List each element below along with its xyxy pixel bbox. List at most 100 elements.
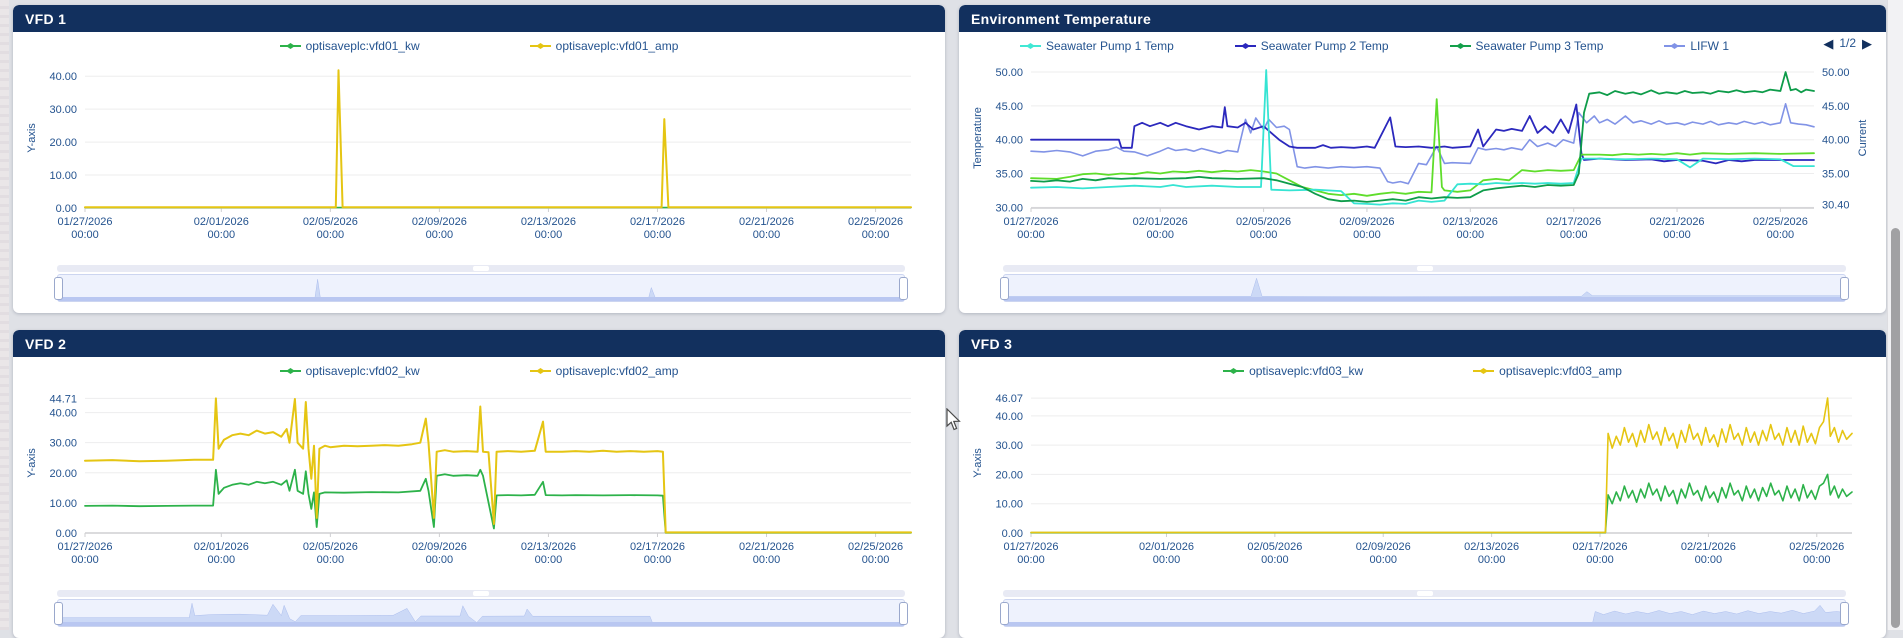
navigator-scrollbar[interactable] [1003, 265, 1846, 272]
svg-text:02/25/2026: 02/25/2026 [1753, 216, 1808, 228]
chart-vfd2: optisaveplc:vfd02_kw optisaveplc:vfd02_am… [13, 357, 945, 627]
panel-header-vfd3: VFD 3 [959, 330, 1886, 357]
svg-text:00:00: 00:00 [426, 554, 454, 566]
datazoom-slider[interactable] [1000, 599, 1849, 627]
page-vertical-scrollbar[interactable] [1887, 0, 1903, 630]
datazoom-navigator [54, 265, 908, 302]
legend-line-marker-icon [279, 43, 301, 49]
legend-line-marker-icon [1664, 43, 1686, 49]
datazoom-right-handle[interactable] [1840, 277, 1849, 300]
svg-text:00:00: 00:00 [753, 229, 781, 241]
svg-text:35.00: 35.00 [1822, 169, 1850, 181]
svg-text:02/09/2026: 02/09/2026 [1356, 541, 1411, 553]
legend-item[interactable]: optisaveplc:vfd03_amp [1473, 364, 1622, 378]
legend-prev-page-icon[interactable]: ◀ [1823, 35, 1834, 51]
svg-text:00:00: 00:00 [1695, 554, 1723, 566]
datazoom-selected-range-bar [1004, 297, 1845, 301]
svg-text:00:00: 00:00 [71, 229, 99, 241]
legend-line-marker-icon [1234, 43, 1256, 49]
legend-item[interactable]: optisaveplc:vfd03_kw [1223, 364, 1363, 378]
svg-text:0.00: 0.00 [56, 528, 77, 540]
legend-item[interactable]: Seawater Pump 1 Temp [1019, 39, 1174, 53]
datazoom-left-handle[interactable] [54, 277, 63, 300]
svg-text:00:00: 00:00 [1261, 554, 1289, 566]
svg-text:02/05/2026: 02/05/2026 [303, 541, 358, 553]
legend-line-marker-icon [279, 368, 301, 374]
svg-text:02/17/2026: 02/17/2026 [630, 541, 685, 553]
svg-text:02/13/2026: 02/13/2026 [521, 216, 576, 228]
legend-item[interactable]: optisaveplc:vfd02_kw [279, 364, 420, 378]
svg-text:00:00: 00:00 [1017, 554, 1045, 566]
datazoom-selected-range-bar [1004, 622, 1845, 626]
svg-text:00:00: 00:00 [862, 229, 890, 241]
navigator-scrollbar[interactable] [1003, 590, 1846, 597]
navigator-scrollbar-thumb[interactable] [1416, 591, 1433, 596]
legend-line-marker-icon [1449, 43, 1471, 49]
panel-header-vfd2: VFD 2 [13, 330, 945, 357]
svg-text:02/21/2026: 02/21/2026 [739, 541, 794, 553]
datazoom-right-handle[interactable] [899, 602, 908, 625]
navigator-scrollbar-thumb[interactable] [473, 266, 489, 271]
datazoom-left-handle[interactable] [54, 602, 63, 625]
panel-vfd3: VFD 3 optisaveplc:vfd03_kw optisaveplc:vf… [959, 330, 1886, 638]
datazoom-right-handle[interactable] [1840, 602, 1849, 625]
svg-text:00:00: 00:00 [1478, 554, 1506, 566]
datazoom-slider[interactable] [1000, 274, 1849, 302]
legend-item[interactable]: optisaveplc:vfd02_amp [529, 364, 678, 378]
datazoom-navigator [54, 590, 908, 627]
navigator-scrollbar-thumb[interactable] [473, 591, 489, 596]
legend-item[interactable]: optisaveplc:vfd01_amp [529, 39, 679, 53]
svg-text:00:00: 00:00 [426, 229, 454, 241]
legend-label: optisaveplc:vfd03_amp [1499, 364, 1622, 378]
legend-item[interactable]: LIFW 1 [1664, 39, 1729, 53]
svg-text:40.00: 40.00 [995, 135, 1023, 147]
svg-text:00:00: 00:00 [862, 554, 890, 566]
panel-header-environment-temperature: Environment Temperature [959, 5, 1886, 32]
legend-label: optisaveplc:vfd01_kw [305, 39, 420, 53]
svg-text:0.00: 0.00 [56, 203, 77, 215]
navigator-scrollbar[interactable] [57, 590, 905, 597]
svg-text:00:00: 00:00 [1353, 229, 1381, 241]
svg-text:02/13/2026: 02/13/2026 [521, 541, 576, 553]
legend-item[interactable]: Seawater Pump 3 Temp [1449, 39, 1604, 53]
svg-text:02/25/2026: 02/25/2026 [848, 541, 903, 553]
svg-text:02/13/2026: 02/13/2026 [1443, 216, 1498, 228]
datazoom-slider[interactable] [54, 599, 908, 627]
datazoom-selected-range-bar [58, 297, 904, 301]
svg-text:30.00: 30.00 [995, 440, 1023, 452]
legend-item[interactable]: Seawater Pump 2 Temp [1234, 39, 1389, 53]
svg-text:00:00: 00:00 [1560, 229, 1588, 241]
legend-item[interactable]: optisaveplc:vfd01_kw [279, 39, 420, 53]
svg-text:02/01/2026: 02/01/2026 [194, 541, 249, 553]
datazoom-left-handle[interactable] [1000, 277, 1009, 300]
panel-title: VFD 3 [971, 335, 1013, 352]
scrollbar-thumb[interactable] [1891, 228, 1900, 628]
svg-text:30.40: 30.40 [1822, 200, 1850, 212]
svg-text:02/21/2026: 02/21/2026 [1681, 541, 1736, 553]
svg-text:20.00: 20.00 [49, 137, 77, 149]
navigator-scrollbar-thumb[interactable] [1416, 266, 1433, 271]
svg-text:45.00: 45.00 [995, 101, 1023, 113]
legend-label: optisaveplc:vfd01_amp [555, 39, 679, 53]
legend-label: Seawater Pump 3 Temp [1475, 39, 1604, 53]
svg-text:00:00: 00:00 [1803, 554, 1831, 566]
svg-text:02/09/2026: 02/09/2026 [412, 216, 467, 228]
chart-vfd1: optisaveplc:vfd01_kw optisaveplc:vfd01_am… [13, 32, 945, 302]
svg-text:02/01/2026: 02/01/2026 [1133, 216, 1188, 228]
legend-next-page-icon[interactable]: ▶ [1862, 35, 1872, 51]
legend-pager: ◀ 1/2 ▶ [1823, 36, 1872, 50]
datazoom-right-handle[interactable] [899, 277, 908, 300]
svg-text:02/09/2026: 02/09/2026 [1339, 216, 1394, 228]
datazoom-left-handle[interactable] [1000, 602, 1009, 625]
svg-text:00:00: 00:00 [317, 554, 345, 566]
svg-text:00:00: 00:00 [1369, 554, 1397, 566]
navigator-scrollbar[interactable] [57, 265, 905, 272]
svg-text:00:00: 00:00 [208, 554, 236, 566]
svg-text:00:00: 00:00 [208, 229, 236, 241]
panel-vfd1: VFD 1 optisaveplc:vfd01_kw optisaveplc:vf… [13, 5, 945, 313]
chart-plot-area: 44.7140.0030.0020.0010.000.0001/27/20260… [26, 393, 912, 566]
svg-text:Y-axis: Y-axis [26, 448, 38, 478]
chart-legend: Seawater Pump 1 Temp Seawater Pump 2 Temp… [959, 34, 1886, 58]
datazoom-slider[interactable] [54, 274, 908, 302]
chart-environment-temperature: Seawater Pump 1 Temp Seawater Pump 2 Temp… [959, 32, 1886, 302]
